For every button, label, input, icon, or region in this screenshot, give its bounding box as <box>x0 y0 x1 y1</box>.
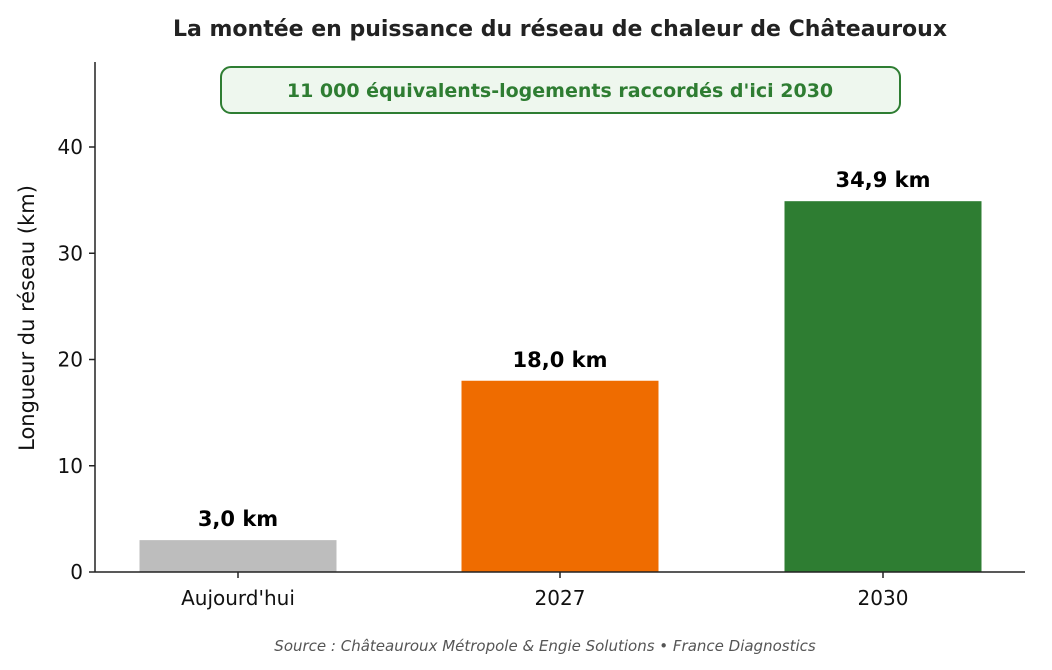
x-tick-label-1: Aujourd'hui <box>181 586 295 610</box>
y-axis-label: Longueur du réseau (km) <box>15 185 39 451</box>
data-label-3: 34,9 km <box>836 168 931 192</box>
data-labels: 3,0 km 18,0 km 34,9 km <box>198 168 931 531</box>
bar-1 <box>139 540 337 572</box>
bar-2 <box>461 380 659 572</box>
y-ticks: 0 10 20 30 40 <box>58 135 95 584</box>
data-label-1: 3,0 km <box>198 507 278 531</box>
annotation-box: 11 000 équivalents-logements raccordés d… <box>220 66 901 114</box>
x-tick-label-2: 2027 <box>535 586 586 610</box>
bar-3 <box>784 201 982 572</box>
x-ticks: Aujourd'hui 2027 2030 <box>181 572 908 610</box>
source-note: Source : Châteauroux Métropole & Engie S… <box>274 637 816 655</box>
annotation-text: 11 000 équivalents-logements raccordés d… <box>287 80 833 102</box>
y-tick-label-4: 30 <box>58 241 83 265</box>
y-tick-label-2: 10 <box>58 454 83 478</box>
y-tick-label-3: 20 <box>58 348 83 372</box>
y-tick-label-1: 0 <box>70 560 83 584</box>
annotation-frame <box>220 66 901 114</box>
y-tick-label-5: 40 <box>58 135 83 159</box>
chart-title: La montée en puissance du réseau de chal… <box>173 17 947 42</box>
bars <box>139 201 982 572</box>
data-label-2: 18,0 km <box>513 348 608 372</box>
x-tick-label-3: 2030 <box>858 586 909 610</box>
